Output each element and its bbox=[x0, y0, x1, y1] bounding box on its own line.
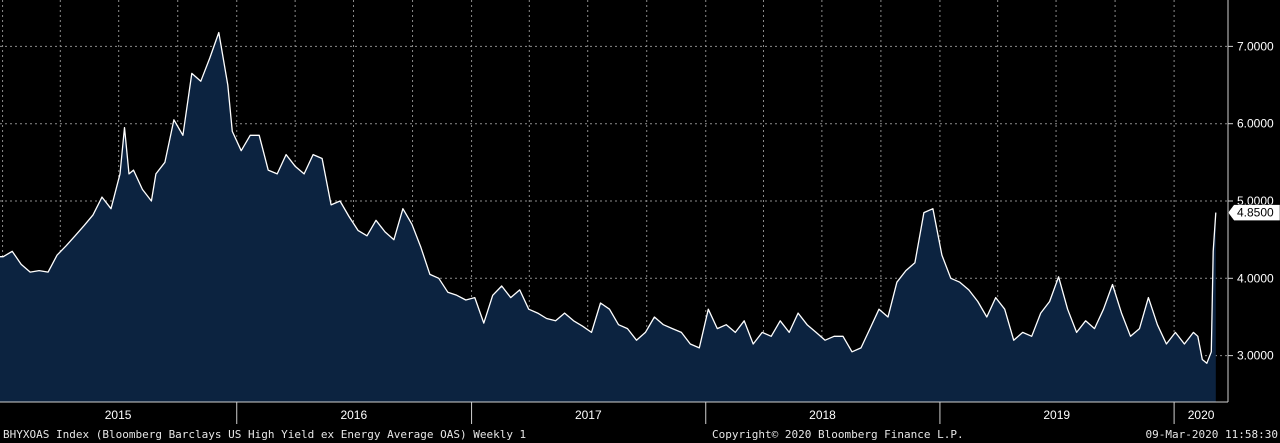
last-value-box bbox=[1227, 204, 1280, 221]
series-area bbox=[0, 32, 1216, 402]
footer-bar: BHYXOAS Index (Bloomberg Barclays US Hig… bbox=[0, 427, 1280, 443]
y-tick-label: 4.0000 bbox=[1237, 271, 1274, 285]
x-tick-label: 2020 bbox=[1188, 408, 1215, 422]
y-tick-label: 3.0000 bbox=[1237, 349, 1274, 363]
x-tick-label: 2019 bbox=[1043, 408, 1070, 422]
last-value-label: 4.8500 bbox=[1237, 206, 1274, 220]
y-tick-label: 7.0000 bbox=[1237, 39, 1274, 53]
y-tick-label: 6.0000 bbox=[1237, 117, 1274, 131]
footer-timestamp: 09-Mar-2020 11:58:30 bbox=[1145, 428, 1278, 441]
x-tick-label: 2015 bbox=[105, 408, 132, 422]
x-tick-label: 2018 bbox=[809, 408, 836, 422]
area-layer bbox=[0, 31, 1217, 402]
footer-ticker: BHYXOAS Index (Bloomberg Barclays US Hig… bbox=[3, 428, 527, 441]
x-tick-label: 2016 bbox=[340, 408, 367, 422]
last-value-layer: 4.8500 bbox=[1227, 204, 1280, 221]
x-axis: 2015 2016 2017 2018 2019 2020 bbox=[0, 401, 1228, 424]
x-tick-label: 2017 bbox=[575, 408, 602, 422]
series-line bbox=[0, 31, 1217, 364]
footer-copyright: Copyright© 2020 Bloomberg Finance L.P. bbox=[712, 428, 964, 441]
